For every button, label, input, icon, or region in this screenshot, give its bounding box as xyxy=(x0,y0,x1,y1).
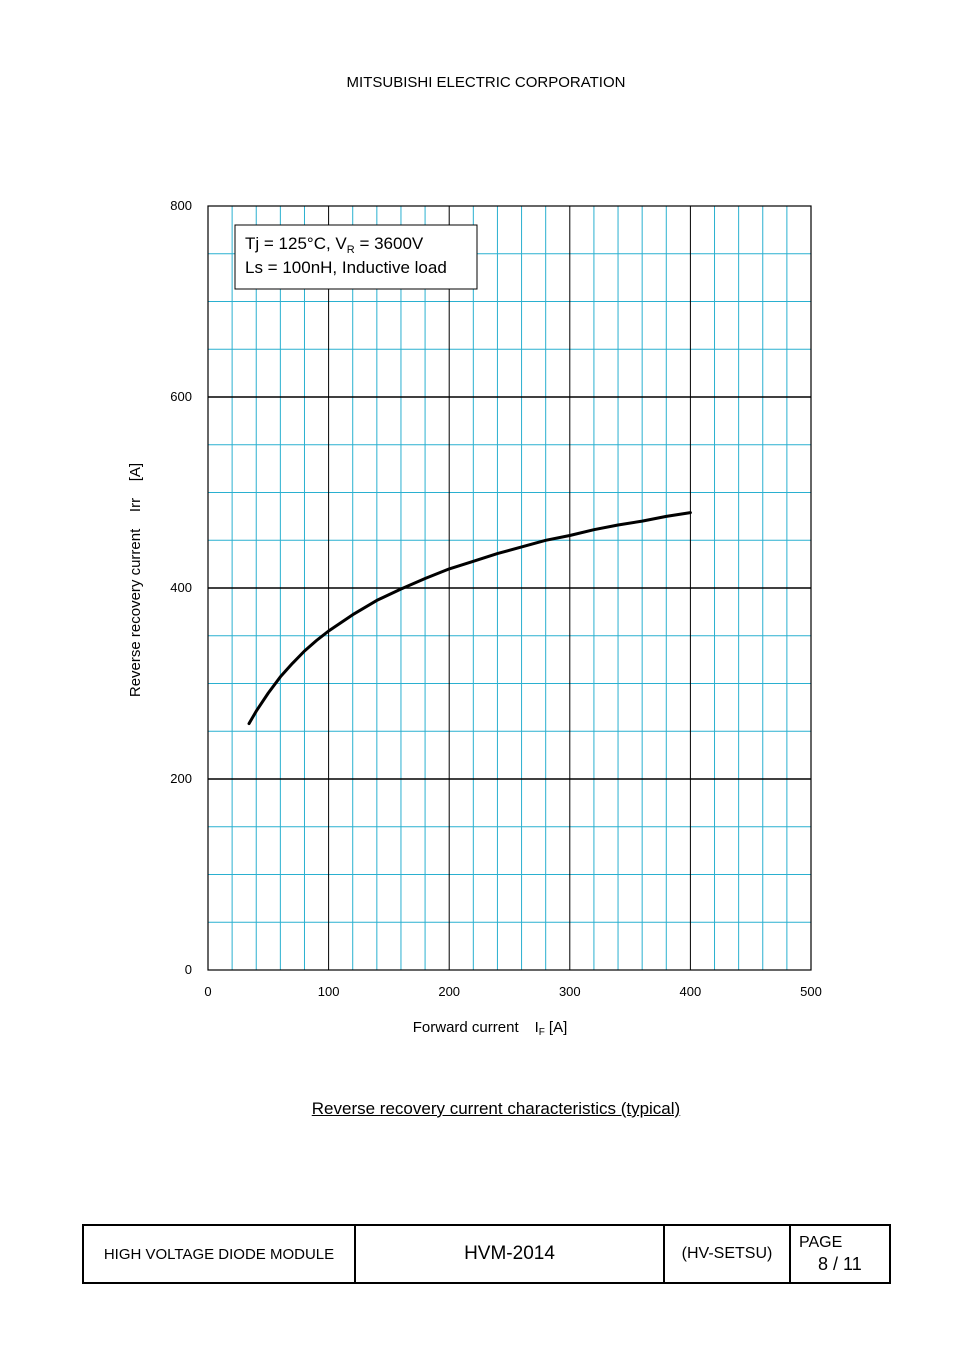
tick-labels: 0 100 200 300 400 500 0 200 400 600 800 xyxy=(170,198,822,999)
y-tick-label: 400 xyxy=(170,580,192,595)
y-axis-label: Reverse recovery current Irr [A] xyxy=(127,463,144,697)
curve-layer xyxy=(247,511,692,726)
x-tick-label: 200 xyxy=(438,984,460,999)
irr-curve xyxy=(247,511,692,726)
x-axis-label-unit: [A] xyxy=(549,1019,567,1036)
footer-page-number: 8 / 11 xyxy=(818,1254,862,1274)
footer-page: PAGE 8 / 11 xyxy=(789,1224,891,1284)
company-name: MITSUBISHI ELECTRIC CORPORATION xyxy=(346,74,626,91)
major-grid xyxy=(207,205,812,971)
x-tick-label: 0 xyxy=(204,984,211,999)
x-tick-label: 300 xyxy=(559,984,581,999)
reverse-recovery-chart: 0 100 200 300 400 500 0 200 400 600 800 Tj = 125°C… xyxy=(127,198,822,1038)
plot-frame xyxy=(207,205,812,971)
x-tick-label: 500 xyxy=(800,984,822,999)
footer-model: HVM-2014 xyxy=(354,1224,665,1284)
footer-product: HIGH VOLTAGE DIODE MODULE xyxy=(82,1224,356,1284)
y-tick-label: 0 xyxy=(185,962,192,977)
y-tick-label: 200 xyxy=(170,771,192,786)
x-tick-label: 100 xyxy=(318,984,340,999)
condition-box: Tj = 125°C, VR = 3600V Ls = 100nH, Induc… xyxy=(234,224,478,290)
y-tick-label: 600 xyxy=(170,389,192,404)
condition-line-2: Ls = 100nH, Inductive load xyxy=(245,258,447,277)
condition-line-1-a: Tj = 125°C, V xyxy=(245,234,347,253)
condition-line-1-sub: R xyxy=(347,244,355,256)
x-axis-label-text: Forward current xyxy=(413,1019,520,1036)
footer-doc-code: (HV-SETSU) xyxy=(663,1224,791,1284)
x-axis-label-subscript: F xyxy=(539,1027,545,1038)
condition-line-1: Tj = 125°C, VR = 3600V xyxy=(245,234,424,256)
x-axis-label-symbol: I xyxy=(535,1019,539,1036)
y-tick-label: 800 xyxy=(170,198,192,213)
chart-caption: Reverse recovery current characteristics… xyxy=(311,1099,681,1118)
footer-page-label: PAGE xyxy=(799,1234,843,1251)
footer-table: HIGH VOLTAGE DIODE MODULE HVM-2014 (HV-S… xyxy=(82,1224,891,1284)
condition-line-1-b: = 3600V xyxy=(355,234,424,253)
x-axis-label: Forward current IF [A] xyxy=(413,1019,568,1038)
x-tick-label: 400 xyxy=(680,984,702,999)
